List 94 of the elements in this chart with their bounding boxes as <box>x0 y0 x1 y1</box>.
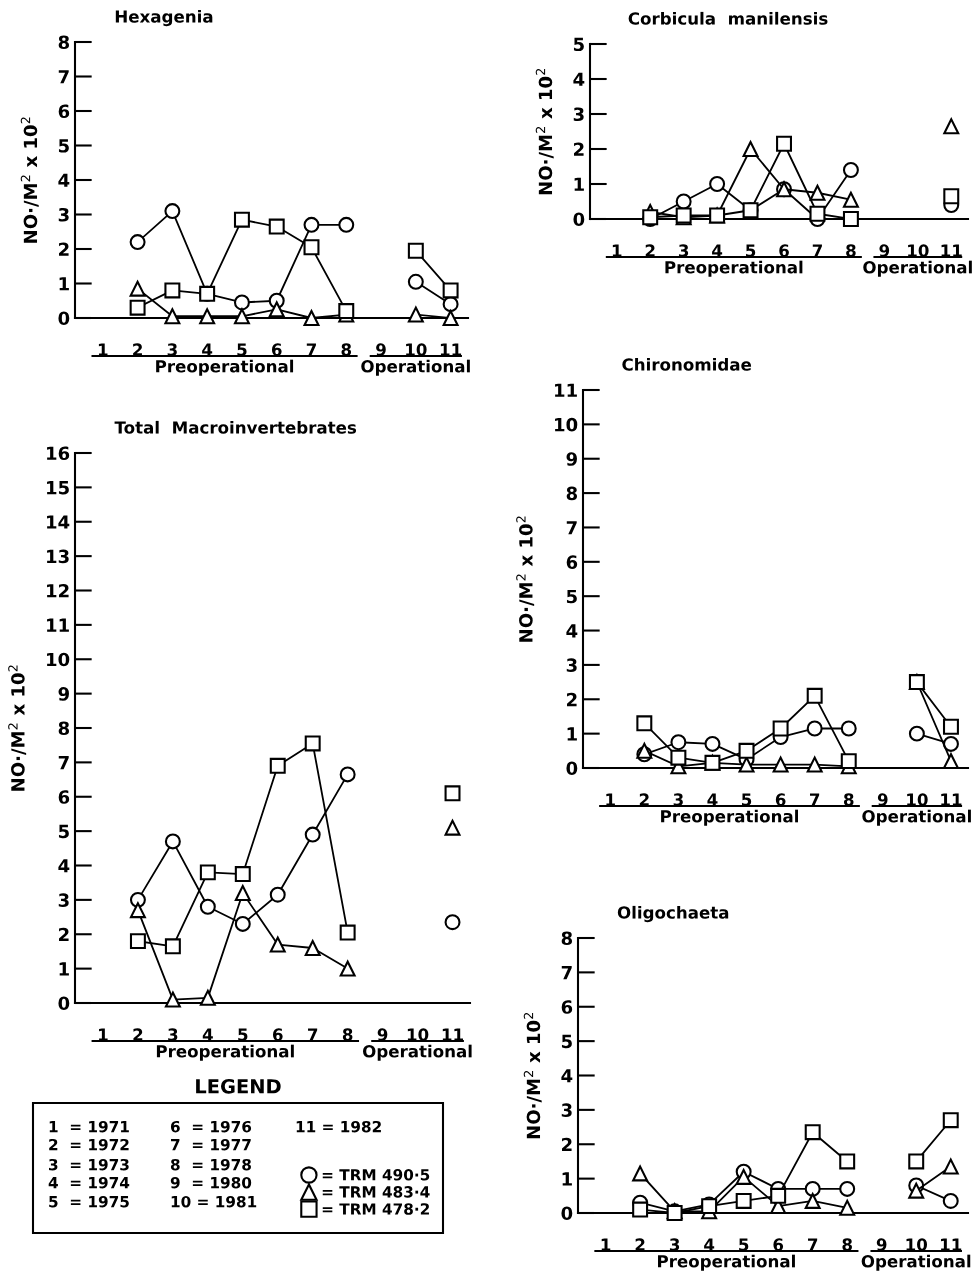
legend-title: LEGEND <box>196 1078 281 1094</box>
text: Operational <box>862 809 971 826</box>
y-tick-label: 5 <box>58 824 69 839</box>
text: Preoperational <box>658 1254 795 1271</box>
chart-title: Total Macroinvertebrates <box>114 420 357 434</box>
text: Preoperational <box>665 260 803 277</box>
x-tick-label: 4 <box>707 793 718 806</box>
y-tick-label: 3 <box>561 1103 572 1117</box>
y-tick-label: 15 <box>47 481 69 495</box>
y-tick-label: 7 <box>561 966 572 980</box>
y-tick-label: 3 <box>573 107 584 122</box>
y-axis-title: NO·/M$^{2}$ x 10$^{2}$ <box>20 117 39 243</box>
y-tick-label: 4 <box>573 72 585 86</box>
y-tick-label: 7 <box>58 756 69 770</box>
y-tick-label: 2 <box>562 1137 572 1152</box>
text: 8 = 1978 <box>170 1158 251 1171</box>
x-tick-label: 4 <box>712 244 723 257</box>
y-tick-label: 9 <box>566 452 577 466</box>
text: 6 = 1976 <box>170 1120 252 1133</box>
y-tick-label: 6 <box>58 104 70 119</box>
y-tick-label: 9 <box>58 687 69 701</box>
y-tick-label: 10 <box>47 652 70 667</box>
y-tick-label: 1 <box>59 962 69 976</box>
legend-label: = TRM 483·4 <box>322 1186 430 1198</box>
text: Preoperational <box>661 809 799 826</box>
chart-title: Oligochaeta <box>617 905 729 923</box>
y-tick-label: 16 <box>47 446 70 461</box>
x-tick-label: 7 <box>306 343 316 356</box>
y-tick-label: 3 <box>566 658 577 673</box>
text: 10 = 1981 <box>171 1195 257 1208</box>
legend-label: = TRM 490·5 <box>322 1169 430 1181</box>
y-tick-label: 7 <box>58 70 69 84</box>
x-tick-label: 4 <box>202 1028 213 1041</box>
y-tick-label: 8 <box>566 486 578 501</box>
y-tick-label: 2 <box>567 692 577 707</box>
y-tick-label: 2 <box>574 142 584 156</box>
text: Operational <box>863 260 972 277</box>
y-tick-label: 1 <box>574 177 584 191</box>
text: Operational <box>361 359 470 376</box>
y-tick-label: 1 <box>567 727 577 741</box>
x-tick-label: 7 <box>810 793 820 806</box>
y-tick-label: 1 <box>562 1172 572 1186</box>
y-tick-label: 8 <box>58 35 70 50</box>
text: 5 = 1975 <box>49 1195 129 1208</box>
text: Operational <box>861 1254 971 1271</box>
y-tick-label: 8 <box>58 721 70 736</box>
text: 2 = 1972 <box>49 1138 129 1151</box>
text: 11 = 1982 <box>296 1120 381 1133</box>
text: Preoperational <box>156 359 294 376</box>
y-tick-label: 1 <box>59 277 69 291</box>
y-tick-label: 6 <box>561 1000 573 1014</box>
y-tick-label: 7 <box>566 521 577 535</box>
y-tick-label: 11 <box>47 618 69 632</box>
y-tick-label: 5 <box>573 37 584 52</box>
y-tick-label: 4 <box>561 1069 573 1083</box>
y-tick-label: 6 <box>566 555 578 569</box>
y-tick-label: 13 <box>47 549 69 564</box>
y-tick-label: 5 <box>58 139 69 153</box>
y-tick-label: 0 <box>561 1206 573 1221</box>
x-tick-label: 4 <box>704 1238 715 1251</box>
y-tick-label: 4 <box>58 173 70 187</box>
y-axis-title: NO·/M$^{2}$ x 10$^{2}$ <box>516 516 535 642</box>
text: 1 = 1971 <box>49 1120 129 1133</box>
chart-title: Chironomidae <box>622 357 752 371</box>
chart-title: Corbicula manilensis <box>628 11 828 25</box>
text: 9 = 1980 <box>170 1176 252 1189</box>
text: Operational <box>362 1044 472 1061</box>
y-tick-label: 4 <box>566 624 578 638</box>
y-tick-label: 8 <box>561 931 573 946</box>
y-tick-label: 0 <box>58 311 70 326</box>
y-tick-label: 4 <box>58 859 70 873</box>
legend-label: = TRM 478·2 <box>322 1203 429 1215</box>
y-tick-label: 14 <box>47 515 70 529</box>
text: 7 = 1977 <box>171 1138 251 1151</box>
text: 4 = 1974 <box>48 1176 130 1189</box>
x-tick-label: 7 <box>308 1028 318 1041</box>
y-axis-title: NO·/M$^{2}$ x 10$^{2}$ <box>535 68 554 195</box>
chart-title: Hexagenia <box>115 9 213 27</box>
y-axis-title: NO·/M$^{2}$ x 10$^{2}$ <box>523 1012 542 1139</box>
y-tick-label: 10 <box>555 417 578 432</box>
y-axis-title: NO·/M$^{2}$ x 10$^{2}$ <box>8 665 27 791</box>
y-tick-label: 0 <box>573 212 585 227</box>
x-tick-label: 7 <box>808 1238 818 1251</box>
y-tick-label: 3 <box>58 893 69 907</box>
y-tick-label: 3 <box>58 207 69 222</box>
y-tick-label: 0 <box>566 761 578 776</box>
y-tick-label: 12 <box>47 583 69 598</box>
x-tick-label: 4 <box>202 343 213 356</box>
text: Preoperational <box>156 1044 294 1061</box>
y-tick-label: 11 <box>555 383 577 397</box>
y-tick-label: 5 <box>566 589 577 604</box>
y-tick-label: 0 <box>58 996 70 1011</box>
text: 3 = 1973 <box>49 1158 129 1171</box>
y-tick-label: 2 <box>59 927 69 942</box>
